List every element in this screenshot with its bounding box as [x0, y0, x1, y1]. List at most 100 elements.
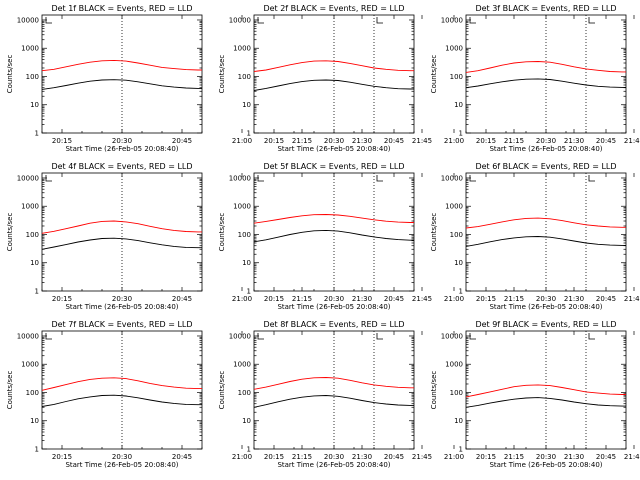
x-tick-label: 21:00 — [232, 295, 252, 303]
x-tick-label: 20:45 — [596, 295, 616, 303]
x-axis-label: Start Time (26-Feb-05 20:08:40) — [489, 461, 602, 469]
x-axis-label: Start Time (26-Feb-05 20:08:40) — [65, 461, 178, 469]
bracket-marker — [376, 333, 383, 340]
y-tick-label: 10000 — [229, 16, 251, 24]
x-axis-label: Start Time (26-Feb-05 20:08:40) — [277, 461, 390, 469]
x-tick-label: 20:45 — [172, 137, 192, 145]
panel-title: Det 1f BLACK = Events, RED = LLD — [51, 4, 192, 13]
x-tick-label: 20:45 — [596, 453, 616, 461]
x-tick-label: 21:45 — [412, 137, 432, 145]
plot-frame — [465, 172, 627, 292]
y-tick-label: 1 — [247, 288, 251, 296]
y-tick-label: 10000 — [441, 174, 463, 182]
x-tick-label: 21:30 — [564, 137, 584, 145]
bracket-marker — [469, 333, 476, 340]
x-tick-label: 20:15 — [52, 137, 72, 145]
x-tick-label: 20:30 — [536, 295, 556, 303]
y-tick-label: 1 — [35, 446, 39, 454]
x-tick-label: 21:15 — [504, 137, 524, 145]
lld-series-line — [42, 220, 202, 234]
lld-series-line — [42, 377, 202, 391]
x-tick-label: 20:30 — [324, 295, 344, 303]
detector-panel: Det 4f BLACK = Events, RED = LLD 20:15 20:… — [6, 162, 432, 311]
x-tick-label: 20:30 — [536, 137, 556, 145]
y-axis-label: Counts/sec — [218, 371, 226, 410]
detector-panel: Det 3f BLACK = Events, RED = LLD 20:15 20:… — [430, 4, 627, 153]
y-tick-label: 100 — [450, 231, 463, 239]
y-tick-label: 10000 — [441, 332, 463, 340]
x-tick-label: 21:15 — [504, 295, 524, 303]
events-series-line — [466, 78, 626, 89]
x-tick-label: 21:30 — [564, 453, 584, 461]
x-tick-label: 20:15 — [476, 295, 496, 303]
y-tick-label: 100 — [450, 73, 463, 81]
y-axis-label: Counts/sec — [218, 55, 226, 94]
bracket-marker — [588, 175, 595, 182]
detector-panel: Det 1f BLACK = Events, RED = LLD 20:15 20:… — [6, 4, 432, 153]
y-tick-label: 10000 — [17, 16, 39, 24]
x-tick-label: 21:45 — [412, 453, 432, 461]
detector-panel: Det 6f BLACK = Events, RED = LLD 20:15 20:… — [430, 162, 627, 311]
y-axis-label: Counts/sec — [6, 55, 14, 94]
y-tick-label: 1000 — [21, 203, 39, 211]
x-axis-label: Start Time (26-Feb-05 20:08:40) — [65, 145, 178, 153]
y-tick-label: 100 — [26, 73, 39, 81]
y-tick-label: 1 — [459, 446, 463, 454]
lld-series-line — [466, 61, 626, 73]
bracket-marker — [469, 17, 476, 24]
x-tick-label: 21:00 — [444, 137, 464, 145]
x-tick-label: 21:45 — [412, 295, 432, 303]
x-tick-label: 21:30 — [352, 453, 372, 461]
detector-panel: Det 7f BLACK = Events, RED = LLD 20:15 20:… — [6, 320, 432, 469]
y-tick-label: 1000 — [233, 45, 251, 53]
x-tick-label: 21:45 — [624, 295, 640, 303]
y-tick-label: 1000 — [445, 203, 463, 211]
y-tick-label: 100 — [26, 231, 39, 239]
y-tick-label: 10 — [30, 259, 39, 267]
y-tick-label: 1 — [35, 288, 39, 296]
x-tick-label: 21:00 — [444, 295, 464, 303]
y-tick-label: 10 — [30, 417, 39, 425]
events-series-line — [466, 236, 626, 247]
x-tick-label: 21:00 — [232, 453, 252, 461]
events-series-line — [466, 397, 626, 408]
x-tick-label: 21:15 — [504, 453, 524, 461]
y-tick-label: 10 — [454, 101, 463, 109]
bracket-marker — [469, 175, 476, 182]
bracket-marker — [257, 333, 264, 340]
x-tick-label: 20:45 — [596, 137, 616, 145]
panel-title: Det 4f BLACK = Events, RED = LLD — [51, 162, 192, 171]
y-tick-label: 1000 — [21, 361, 39, 369]
events-series-line — [254, 229, 414, 243]
x-axis-label: Start Time (26-Feb-05 20:08:40) — [489, 303, 602, 311]
y-tick-label: 10000 — [441, 16, 463, 24]
x-axis-label: Start Time (26-Feb-05 20:08:40) — [277, 145, 390, 153]
x-axis-label: Start Time (26-Feb-05 20:08:40) — [65, 303, 178, 311]
bracket-marker — [45, 17, 52, 24]
bracket-marker — [588, 333, 595, 340]
y-tick-label: 10 — [454, 417, 463, 425]
panel-title: Det 2f BLACK = Events, RED = LLD — [263, 4, 404, 13]
x-tick-label: 20:45 — [172, 295, 192, 303]
plot-frame — [253, 330, 415, 450]
x-tick-label: 20:15 — [52, 453, 72, 461]
y-tick-label: 10 — [242, 417, 251, 425]
x-tick-label: 20:45 — [384, 453, 404, 461]
y-tick-label: 1 — [247, 130, 251, 138]
y-tick-label: 1000 — [21, 45, 39, 53]
x-tick-label: 20:15 — [476, 137, 496, 145]
y-tick-label: 10 — [242, 259, 251, 267]
events-series-line — [42, 394, 202, 407]
y-tick-label: 100 — [450, 389, 463, 397]
x-tick-label: 20:45 — [384, 295, 404, 303]
plot-frame — [41, 330, 203, 450]
y-tick-label: 100 — [238, 231, 251, 239]
detector-panel: Det 2f BLACK = Events, RED = LLD 20:15 20:… — [218, 4, 640, 153]
y-axis-label: Counts/sec — [218, 213, 226, 252]
y-tick-label: 1000 — [233, 361, 251, 369]
detector-panel: Det 5f BLACK = Events, RED = LLD 20:15 20:… — [218, 162, 640, 311]
y-axis-label: Counts/sec — [430, 213, 438, 252]
x-tick-label: 20:15 — [264, 295, 284, 303]
x-tick-label: 21:45 — [624, 137, 640, 145]
